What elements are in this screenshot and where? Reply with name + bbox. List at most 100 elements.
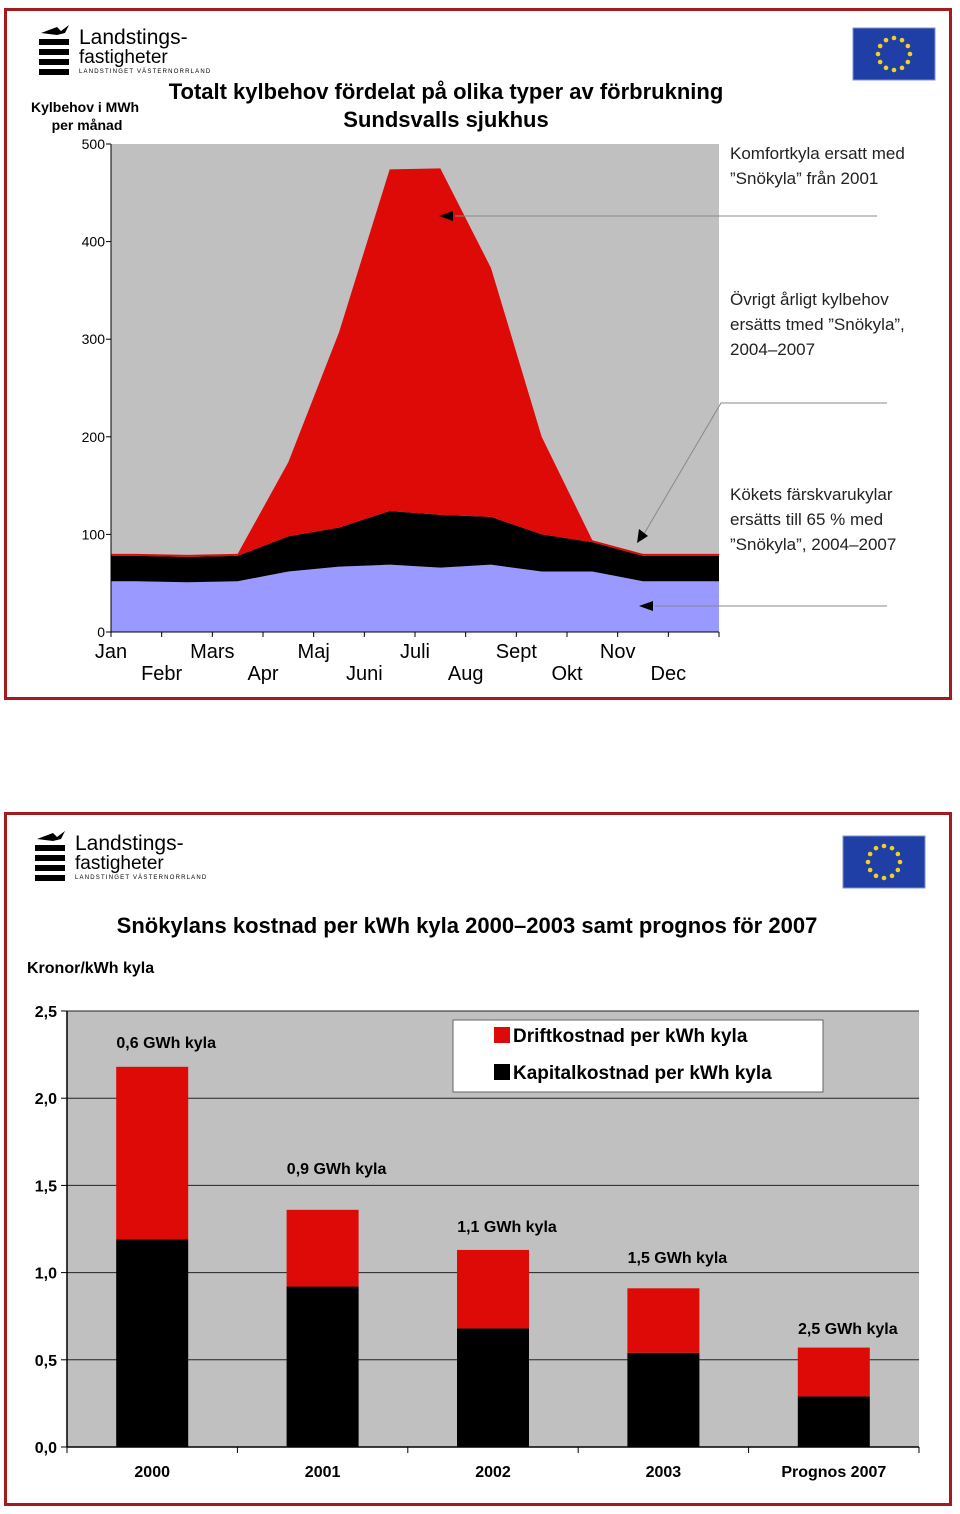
y-tick-label: 2,5: [35, 1004, 57, 1021]
bar-label: 1,5 GWh kyla: [628, 1250, 728, 1267]
y-axis-label: Kylbehov i MWh per månad: [31, 99, 143, 133]
flag-star-icon: [891, 35, 897, 41]
logo: Landstings- fastigheter LANDSTINGET VÄST…: [35, 831, 207, 881]
arrow-icon: [637, 529, 648, 543]
plot-area: 0 100 200 300 400 500 Jan Febr Mars Apr Maj Juni Jul…: [82, 136, 720, 685]
flag-star-icon: [877, 43, 883, 49]
legend-label: Driftkostnad per kWh kyla: [513, 1026, 748, 1047]
bar-chart-panel: Landstings- fastigheter LANDSTINGET VÄST…: [4, 812, 952, 1506]
logo-line2: fastigheter: [75, 853, 164, 874]
x-tick-label: Dec: [651, 663, 687, 685]
flag-star-icon: [873, 873, 879, 879]
annotation-text: Övrigt årligt kylbehov: [730, 290, 889, 309]
x-tick-label: Maj: [298, 641, 330, 663]
logo-line2: fastigheter: [79, 47, 168, 68]
flag-star-icon: [891, 67, 897, 73]
flag-star-icon: [899, 65, 905, 71]
bar-kapital: [457, 1328, 529, 1447]
flag-star-icon: [881, 843, 887, 849]
x-tick-label: Sept: [496, 641, 538, 663]
flag-star-icon: [883, 37, 889, 43]
y-tick-label: 1,0: [35, 1266, 57, 1283]
flag-star-icon: [873, 845, 879, 851]
flag-star-icon: [867, 851, 873, 857]
x-tick-label: 2003: [646, 1464, 682, 1481]
area-series-0: [111, 564, 719, 632]
bar-drift: [797, 1347, 870, 1397]
bar-kapital: [116, 1239, 189, 1447]
x-tick-label: Apr: [247, 663, 278, 685]
y-axis-label-line1: Kylbehov i MWh: [31, 99, 139, 115]
logo-line3: LANDSTINGET VÄSTERNORRLAND: [79, 68, 211, 75]
x-tick-label: Mars: [190, 641, 234, 663]
x-tick-label: Okt: [551, 663, 583, 685]
y-tick-label: 0: [97, 624, 105, 640]
logo-mark-icon: [39, 25, 69, 75]
flag-star-icon: [883, 65, 889, 71]
chart-subtitle: Sundsvalls sjukhus: [343, 107, 548, 132]
annotation-text: 2004–2007: [730, 340, 815, 359]
flag-star-icon: [875, 51, 881, 57]
x-tick-label: Juli: [400, 641, 430, 663]
bar-kapital: [797, 1396, 870, 1447]
annotation-text: ”Snökyla”, 2004–2007: [730, 535, 896, 554]
annotation-text: ersätts till 65 % med: [730, 510, 883, 529]
flag-star-icon: [905, 59, 911, 65]
x-tick-label: Febr: [141, 663, 182, 685]
annotation-text: ”Snökyla” från 2001: [730, 169, 878, 188]
y-axis-label: Kronor/kWh kyla: [27, 960, 154, 977]
bar-drift: [286, 1209, 359, 1287]
y-axis-label-line2: per månad: [52, 117, 123, 133]
flag-star-icon: [867, 867, 873, 873]
chart-title: Snökylans kostnad per kWh kyla 2000–2003…: [117, 913, 818, 938]
x-tick-label: Aug: [448, 663, 484, 685]
flag-star-icon: [889, 873, 895, 879]
flag-star-icon: [899, 37, 905, 43]
y-tick-label: 400: [82, 234, 106, 250]
area-series-2: [111, 168, 719, 557]
legend-box: [452, 1019, 824, 1093]
flag-star-icon: [907, 51, 913, 57]
x-tick-label: Jan: [95, 641, 127, 663]
bar-label: 1,1 GWh kyla: [457, 1219, 557, 1236]
x-tick-label: Prognos 2007: [781, 1464, 886, 1481]
flag-star-icon: [905, 43, 911, 49]
bar-drift: [457, 1249, 529, 1329]
x-tick-label: Juni: [346, 663, 383, 685]
legend-label: Kapitalkostnad per kWh kyla: [513, 1063, 772, 1084]
plot-area: 0,6 GWh kyla 2000 0,9 GWh kyla 2001 1,1 GWh …: [35, 1004, 920, 1481]
bar-drift: [627, 1288, 700, 1353]
flag-star-icon: [877, 59, 883, 65]
bar-chart: Landstings- fastigheter LANDSTINGET VÄST…: [27, 831, 926, 1481]
legend-swatch: [494, 1027, 510, 1043]
area-chart: Landstings- fastigheter LANDSTINGET VÄST…: [31, 25, 936, 685]
bar-label: 2,5 GWh kyla: [798, 1321, 898, 1338]
eu-flag-icon: [842, 835, 926, 889]
annotation-text: Kökets färskvarukylar: [730, 485, 893, 504]
flag-star-icon: [881, 875, 887, 881]
bar-label: 0,6 GWh kyla: [116, 1035, 216, 1052]
annotations: Komfortkyla ersatt med ”Snökyla” från 200…: [439, 144, 905, 611]
x-tick-label: 2002: [475, 1464, 511, 1481]
arrow-icon: [639, 601, 653, 611]
flag-star-icon: [865, 859, 871, 865]
logo: Landstings- fastigheter LANDSTINGET VÄST…: [39, 25, 211, 75]
legend-swatch: [494, 1064, 510, 1080]
y-tick-label: 0,0: [35, 1440, 57, 1457]
area-series-1: [111, 510, 719, 583]
y-tick-label: 0,5: [35, 1353, 57, 1370]
chart-title: Totalt kylbehov fördelat på olika typer …: [169, 79, 724, 104]
x-tick-label: Nov: [600, 641, 636, 663]
bar-drift: [116, 1066, 189, 1240]
flag-star-icon: [895, 851, 901, 857]
logo-line1: Landstings-: [75, 832, 184, 855]
logo-line1: Landstings-: [79, 26, 188, 49]
annotation-text: Komfortkyla ersatt med: [730, 144, 905, 163]
flag-star-icon: [895, 867, 901, 873]
y-tick-label: 2,0: [35, 1091, 57, 1108]
x-tick-label: 2000: [134, 1464, 170, 1481]
logo-line3: LANDSTINGET VÄSTERNORRLAND: [75, 874, 207, 881]
logo-mark-icon: [35, 831, 65, 881]
area-chart-panel: Landstings- fastigheter LANDSTINGET VÄST…: [4, 8, 952, 700]
arrow-icon: [439, 211, 453, 221]
